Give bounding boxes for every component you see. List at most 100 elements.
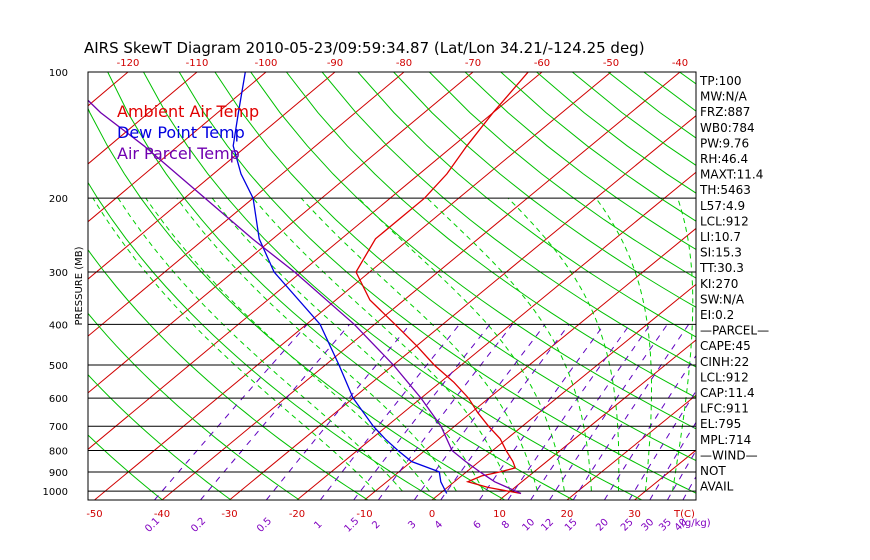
mixing-ratio-line (154, 323, 308, 500)
top-temp-tick: -70 (465, 58, 481, 69)
isotherm-line (88, 72, 543, 450)
isotherm-line (161, 72, 681, 500)
isotherm-line (88, 72, 405, 337)
mixing-ratio-label: 30 (640, 517, 657, 534)
index-entry: SI:15.3 (700, 246, 742, 260)
top-temp-tick: -110 (186, 58, 209, 69)
pressure-tick-label: 200 (49, 194, 68, 205)
bottom-temp-tick: 20 (561, 509, 574, 520)
dry-adiabat-line (88, 374, 232, 500)
pressure-tick-label: 100 (49, 68, 68, 79)
pressure-tick-label: 500 (49, 361, 68, 372)
dry-adiabat-line (393, 72, 696, 308)
dry-adiabat-line (286, 72, 696, 399)
dry-adiabat-line (500, 72, 696, 222)
y-axis-label: PRESSURE (MB) (74, 246, 85, 325)
mixing-ratio-line (572, 324, 690, 500)
isobar-lines (88, 72, 696, 492)
chart-title: AIRS SkewT Diagram 2010-05-23/09:59:34.8… (84, 39, 645, 57)
moist-adiabat-line (92, 197, 376, 492)
mixing-ratio-label: 10 (520, 517, 537, 534)
series-line (88, 99, 522, 495)
index-entry: CAP:11.4 (700, 386, 755, 400)
dry-adiabat-line (321, 72, 696, 368)
mixing-ratio-label: 2 (370, 519, 382, 531)
index-entry: LFC:911 (700, 402, 749, 416)
moist-adiabat-line (252, 197, 511, 492)
index-entry: CAPE:45 (700, 339, 751, 353)
isotherm-line (88, 72, 198, 165)
bottom-temperature-ticks: -50 -40 -30 -20 -10 0 10 20 30 T(C) (86, 509, 695, 520)
isotherm-line (94, 72, 612, 500)
pressure-tick-label: 800 (49, 447, 68, 458)
dry-adiabat-line (88, 107, 506, 500)
legend-entry: Ambient Air Temp (117, 102, 259, 121)
mixing-ratio-line (530, 324, 651, 500)
top-temp-tick: -50 (603, 58, 619, 69)
bottom-temp-tick: -20 (289, 509, 305, 520)
mixing-ratio-line (353, 323, 491, 500)
pressure-tick-label: 900 (49, 468, 68, 479)
index-entry: TH:5463 (699, 183, 751, 197)
moist-adiabat-line (145, 197, 430, 492)
index-entry: PW:9.76 (700, 136, 749, 150)
isotherm-line (364, 227, 696, 500)
top-temp-tick: -80 (396, 58, 412, 69)
index-entry: LI:10.7 (700, 230, 741, 244)
mixing-ratio-label: 1 (312, 519, 324, 531)
index-entry: MPL:714 (700, 433, 751, 447)
profile-series (88, 72, 529, 495)
index-entry: MAXT:11.4 (700, 168, 763, 182)
isotherm-lines (88, 72, 696, 500)
pressure-ticks: 100 200 300 400 500 600 700 800 900 1000 (43, 68, 68, 498)
series-line (232, 72, 448, 494)
isotherm-line (499, 339, 696, 500)
series-line (355, 72, 529, 495)
index-entry: NOT (700, 464, 726, 478)
top-temp-tick: -100 (255, 58, 278, 69)
isotherm-line (88, 72, 129, 107)
moist-adiabat-lines (92, 197, 694, 492)
dry-adiabat-line (751, 72, 870, 500)
dry-adiabat-line (464, 72, 696, 250)
mixing-ratio-label: 0.2 (189, 516, 208, 535)
dry-adiabat-line (107, 72, 574, 500)
index-entry: EL:795 (700, 417, 741, 431)
dry-adiabat-line (88, 181, 437, 500)
legend: Ambient Air Temp Dew Point Temp Air Parcel… (117, 102, 259, 163)
isotherm-line (229, 115, 696, 500)
mixing-ratio-line (549, 324, 668, 500)
moist-adiabat-line (211, 197, 484, 492)
mixing-ratio-label: 0.5 (255, 516, 274, 535)
mixing-ratio-label: 3 (406, 519, 418, 531)
bottom-temp-tick: -40 (154, 509, 170, 520)
index-entry: WB0:784 (700, 121, 755, 135)
index-entry: CINH:22 (700, 355, 749, 369)
pressure-tick-label: 400 (49, 320, 68, 331)
mixing-ratio-line (507, 324, 631, 500)
pressure-tick-label: 300 (49, 268, 68, 279)
isotherm-line (88, 72, 267, 223)
mixing-ratio-line (478, 324, 605, 500)
bottom-temp-tick: 30 (628, 509, 641, 520)
top-temp-tick: -120 (117, 58, 140, 69)
index-entry: LCL:912 (700, 370, 749, 384)
bottom-temp-tick: 10 (493, 509, 506, 520)
top-temp-tick: -90 (327, 58, 343, 69)
bottom-temp-label: T(C) (673, 509, 695, 520)
dry-adiabat-line (787, 72, 870, 500)
dry-adiabat-line (88, 248, 369, 500)
top-temp-tick: -40 (672, 58, 688, 69)
isotherm-line (566, 394, 696, 500)
dry-adiabat-line (357, 72, 696, 338)
bottom-temp-tick: -50 (86, 509, 102, 520)
bottom-temp-tick: -10 (356, 509, 372, 520)
dry-adiabat-line (643, 72, 696, 112)
index-entry: TP:100 (699, 74, 742, 88)
mixing-ratio-lines (154, 323, 696, 500)
dry-adiabat-line (823, 72, 870, 500)
isotherm-line (634, 449, 696, 500)
index-entry: RH:46.4 (700, 152, 748, 166)
mixing-ratio-line (377, 323, 513, 500)
